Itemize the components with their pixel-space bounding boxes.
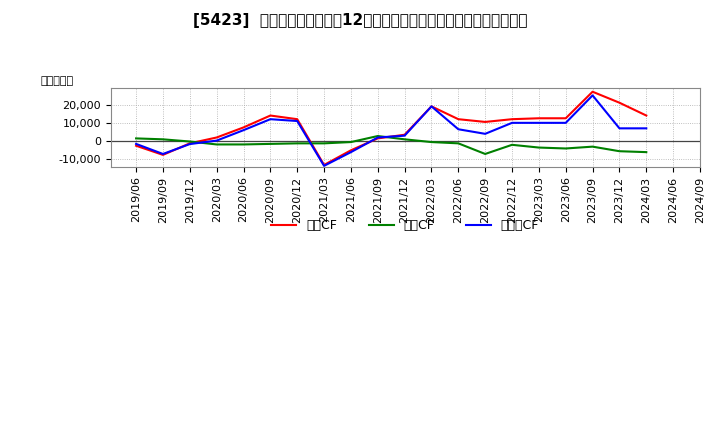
- フリーCF: [615, 126, 624, 131]
- 投資CF: [400, 137, 409, 142]
- フリーCF: [508, 120, 516, 125]
- 投資CF: [374, 133, 382, 139]
- フリーCF: [374, 135, 382, 140]
- 営業CF: [427, 104, 436, 109]
- 投資CF: [508, 142, 516, 147]
- 営業CF: [293, 117, 302, 122]
- 投資CF: [239, 142, 248, 147]
- フリーCF: [293, 118, 302, 124]
- 営業CF: [212, 135, 221, 140]
- フリーCF: [588, 93, 597, 98]
- 投資CF: [346, 139, 355, 145]
- Text: [5423]  キャッシュフローの12か月移動合計の対前年同期増減額の推移: [5423] キャッシュフローの12か月移動合計の対前年同期増減額の推移: [193, 13, 527, 28]
- フリーCF: [642, 126, 651, 131]
- 営業CF: [346, 148, 355, 153]
- 投資CF: [481, 151, 490, 157]
- 営業CF: [615, 100, 624, 105]
- フリーCF: [562, 120, 570, 125]
- 投資CF: [293, 141, 302, 146]
- 投資CF: [132, 136, 140, 141]
- フリーCF: [158, 151, 167, 157]
- フリーCF: [186, 141, 194, 147]
- 投資CF: [427, 139, 436, 145]
- 営業CF: [374, 136, 382, 141]
- 投資CF: [562, 146, 570, 151]
- フリーCF: [481, 131, 490, 136]
- 投資CF: [534, 145, 543, 150]
- フリーCF: [427, 104, 436, 109]
- 営業CF: [400, 132, 409, 137]
- 営業CF: [239, 125, 248, 130]
- 営業CF: [534, 116, 543, 121]
- 投資CF: [186, 139, 194, 144]
- 営業CF: [588, 89, 597, 94]
- Line: 投資CF: 投資CF: [136, 136, 647, 154]
- フリーCF: [454, 127, 463, 132]
- 投資CF: [320, 141, 328, 146]
- 投資CF: [212, 142, 221, 147]
- フリーCF: [400, 133, 409, 138]
- 投資CF: [588, 144, 597, 149]
- 投資CF: [158, 137, 167, 142]
- 営業CF: [158, 152, 167, 158]
- 投資CF: [615, 149, 624, 154]
- Line: 営業CF: 営業CF: [136, 92, 647, 165]
- 営業CF: [562, 116, 570, 121]
- Line: フリーCF: フリーCF: [136, 95, 647, 166]
- 営業CF: [186, 141, 194, 146]
- Legend: 営業CF, 投資CF, フリーCF: 営業CF, 投資CF, フリーCF: [266, 214, 544, 237]
- フリーCF: [534, 120, 543, 125]
- Y-axis label: （百万円）: （百万円）: [41, 77, 74, 87]
- 営業CF: [266, 113, 274, 118]
- 投資CF: [642, 150, 651, 155]
- 営業CF: [320, 162, 328, 168]
- 投資CF: [266, 141, 274, 147]
- 投資CF: [454, 141, 463, 146]
- 営業CF: [454, 117, 463, 122]
- 営業CF: [481, 119, 490, 125]
- 営業CF: [132, 143, 140, 148]
- フリーCF: [266, 117, 274, 122]
- 営業CF: [508, 117, 516, 122]
- フリーCF: [320, 163, 328, 169]
- 営業CF: [642, 113, 651, 118]
- フリーCF: [239, 128, 248, 133]
- フリーCF: [346, 150, 355, 155]
- フリーCF: [132, 141, 140, 147]
- フリーCF: [212, 138, 221, 143]
